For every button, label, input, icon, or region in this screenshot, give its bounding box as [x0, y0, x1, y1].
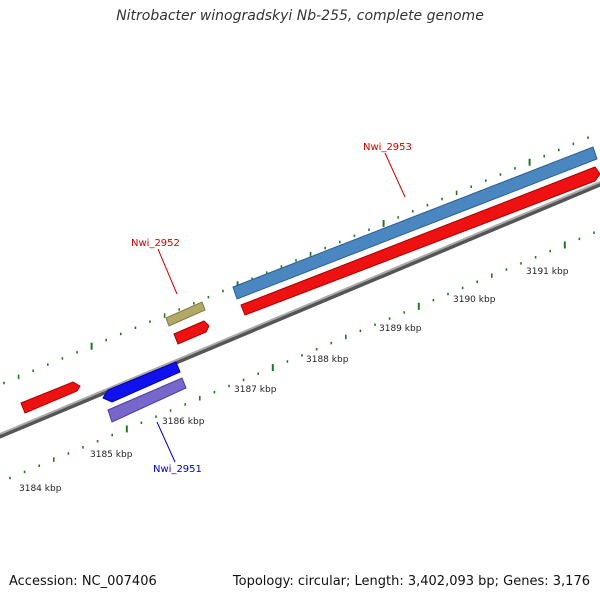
gene-nwi2953-red[interactable] — [240, 166, 600, 316]
gene-reverse-blue[interactable] — [102, 361, 181, 403]
gene-nwi2952-red[interactable] — [173, 320, 210, 345]
gene-nwi2953-blue[interactable] — [232, 146, 598, 300]
scale-label-3184: 3184 kbp — [19, 484, 62, 494]
gene-label-nwi2952[interactable]: Nwi_2952 — [131, 238, 180, 249]
upper-tick-track — [3, 136, 589, 385]
leader-line-nwi2952 — [157, 248, 178, 295]
scale-label-3186: 3186 kbp — [162, 417, 205, 427]
genome-stats-text: Topology: circular; Length: 3,402,093 bp… — [232, 574, 590, 589]
gene-label-nwi2953[interactable]: Nwi_2953 — [363, 142, 412, 153]
gene-label-nwi2951[interactable]: Nwi_2951 — [153, 464, 202, 475]
scale-label-3187: 3187 kbp — [234, 385, 277, 395]
genome-title: Nitrobacter winogradskyi Nb-255, complet… — [116, 8, 484, 24]
gene-forward-left[interactable] — [20, 381, 81, 414]
scale-label-3189: 3189 kbp — [379, 324, 422, 334]
gene-nwi2951-purple[interactable] — [107, 377, 187, 423]
accession-text: Accession: NC_007406 — [9, 574, 157, 589]
lower-tick-track — [9, 231, 595, 480]
leader-line-nwi2951 — [156, 421, 176, 463]
scale-label-3190: 3190 kbp — [453, 295, 496, 305]
scale-label-3188: 3188 kbp — [306, 355, 349, 365]
scale-label-3191: 3191 kbp — [526, 267, 569, 277]
gene-nwi2952-olive[interactable] — [165, 301, 206, 327]
backbone-line — [0, 181, 600, 435]
scale-label-3185: 3185 kbp — [90, 450, 133, 460]
backbone-shadow — [0, 181, 600, 439]
leader-line-nwi2953 — [384, 152, 406, 198]
